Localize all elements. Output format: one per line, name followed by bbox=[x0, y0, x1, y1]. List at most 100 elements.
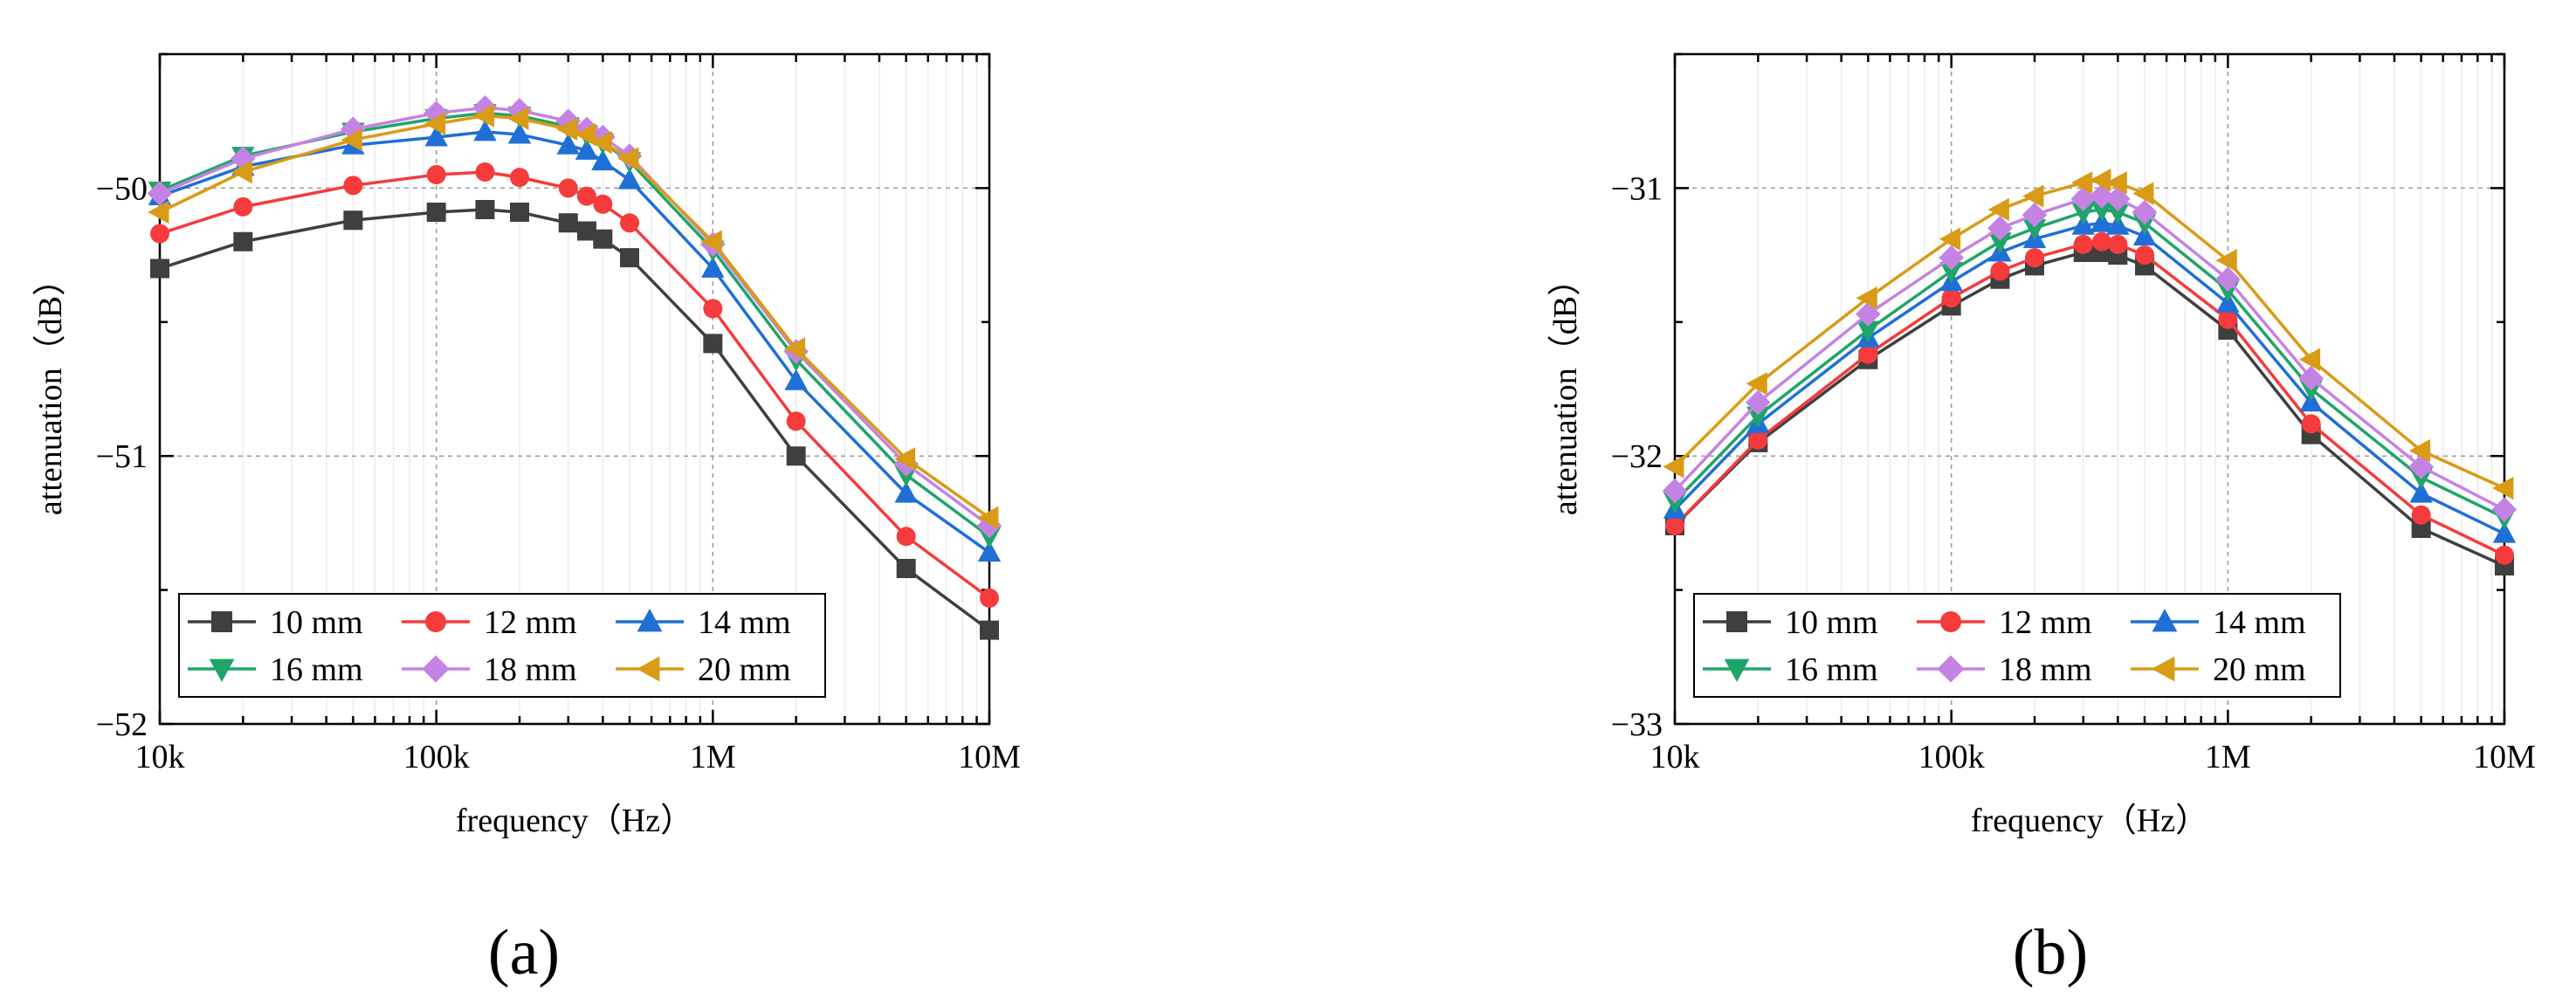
series-line bbox=[159, 106, 991, 527]
data-point bbox=[343, 176, 363, 196]
data-point bbox=[148, 200, 169, 224]
data-point bbox=[1858, 344, 1878, 364]
chart-panel-a: 10k 100k 1M 10M −50 −51 −52 frequency（Hz） attenu… bbox=[32, 52, 1021, 989]
data-point bbox=[1987, 216, 2013, 241]
data-point bbox=[2022, 202, 2048, 228]
data-point bbox=[558, 213, 578, 233]
data-point bbox=[475, 199, 495, 219]
series-line bbox=[1673, 208, 2505, 520]
data-point bbox=[424, 100, 449, 126]
series-line bbox=[1673, 221, 2505, 535]
plot-frame bbox=[158, 52, 991, 726]
data-point bbox=[2105, 171, 2127, 195]
data-point bbox=[507, 122, 532, 144]
data-point bbox=[150, 258, 169, 279]
data-point bbox=[556, 133, 580, 155]
data-point bbox=[1662, 478, 1688, 504]
x-tick-label: 10k bbox=[135, 739, 185, 775]
x-tick-label: 10M bbox=[958, 739, 1021, 775]
legend-marker bbox=[422, 655, 450, 683]
data-point bbox=[147, 181, 173, 206]
data-point bbox=[591, 148, 615, 171]
data-point bbox=[703, 299, 723, 319]
y-axis-title: attenuation（dB） bbox=[32, 263, 69, 515]
data-point bbox=[2022, 218, 2047, 241]
x-tick-label: 10k bbox=[1650, 739, 1700, 775]
data-point bbox=[1746, 389, 1771, 416]
data-point bbox=[2132, 199, 2158, 225]
data-point bbox=[2135, 245, 2155, 265]
data-point bbox=[786, 446, 806, 466]
y-tick-label: −52 bbox=[96, 706, 148, 743]
legend-marker bbox=[209, 658, 235, 682]
data-point bbox=[894, 481, 918, 503]
y-axis-title: attenuation（dB） bbox=[1547, 263, 1584, 515]
data-point bbox=[509, 203, 529, 223]
data-point bbox=[341, 127, 362, 152]
legend-marker bbox=[1726, 611, 1747, 632]
data-point bbox=[2408, 438, 2431, 463]
data-point bbox=[2071, 171, 2093, 195]
series-10mm bbox=[150, 199, 999, 640]
data-point bbox=[2090, 168, 2111, 192]
data-point bbox=[1856, 286, 1877, 310]
x-axis-title: frequency（Hz） bbox=[1971, 803, 2208, 839]
data-point bbox=[1748, 430, 1768, 450]
legend-marker bbox=[211, 611, 232, 632]
legend-item: 10 mm bbox=[188, 604, 363, 641]
data-point bbox=[2301, 414, 2321, 434]
data-point bbox=[977, 540, 1002, 562]
data-point bbox=[977, 506, 999, 529]
legend-marker bbox=[1937, 655, 1965, 683]
data-point bbox=[556, 117, 578, 141]
data-point bbox=[231, 146, 256, 171]
series-12mm bbox=[150, 162, 999, 608]
data-point bbox=[786, 411, 806, 431]
data-point bbox=[575, 122, 596, 147]
data-point bbox=[2090, 200, 2114, 222]
legend-marker bbox=[1724, 658, 1750, 682]
legend-marker bbox=[637, 609, 663, 632]
legend-label: 14 mm bbox=[698, 604, 791, 641]
y-tick-label: −33 bbox=[1611, 706, 1663, 743]
data-point bbox=[1987, 197, 2009, 222]
data-point bbox=[1856, 320, 1880, 342]
legend-item: 14 mm bbox=[616, 604, 791, 641]
legend-label: 18 mm bbox=[484, 651, 577, 688]
data-point bbox=[2132, 182, 2154, 205]
legend-marker bbox=[2152, 656, 2175, 682]
data-point bbox=[980, 588, 999, 608]
data-point bbox=[617, 147, 639, 170]
data-point bbox=[2411, 505, 2431, 525]
legend-label: 18 mm bbox=[1999, 651, 2092, 688]
data-point bbox=[2492, 521, 2517, 543]
data-point bbox=[2022, 184, 2044, 208]
data-point bbox=[1939, 262, 1963, 284]
legend-label: 12 mm bbox=[1999, 604, 2092, 641]
legend-item: 16 mm bbox=[188, 651, 363, 688]
data-point bbox=[2073, 234, 2093, 254]
legend-item: 18 mm bbox=[1917, 651, 2092, 688]
data-point bbox=[2409, 481, 2433, 503]
data-point bbox=[1990, 261, 2010, 281]
panel-label: (a) bbox=[488, 917, 560, 989]
data-point bbox=[1988, 232, 2012, 254]
data-point bbox=[233, 196, 253, 217]
data-point bbox=[150, 224, 169, 244]
legend-marker bbox=[1940, 611, 1961, 632]
data-point bbox=[896, 527, 916, 547]
y-tick-label: −50 bbox=[96, 170, 148, 207]
data-point bbox=[1939, 227, 1961, 251]
data-point bbox=[2298, 365, 2324, 391]
data-point bbox=[783, 337, 806, 361]
legend-item: 12 mm bbox=[402, 604, 577, 641]
data-point bbox=[558, 178, 578, 198]
data-point bbox=[2070, 186, 2097, 211]
data-point bbox=[2491, 497, 2517, 522]
legend-marker bbox=[2152, 609, 2178, 632]
data-point bbox=[2106, 203, 2130, 224]
data-point bbox=[1663, 455, 1684, 479]
data-point bbox=[2089, 183, 2115, 209]
data-point bbox=[617, 168, 642, 189]
legend-label: 10 mm bbox=[270, 604, 363, 641]
